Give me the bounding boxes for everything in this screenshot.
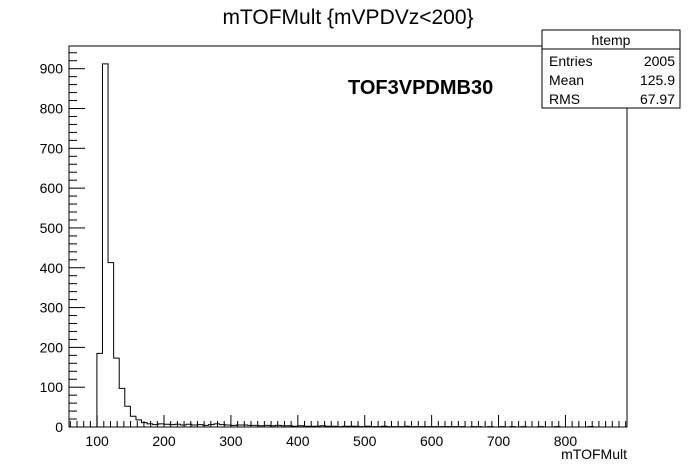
histogram-bin — [114, 358, 120, 427]
chart-title: mTOFMult {mVPDVz<200} — [222, 6, 473, 29]
axis-tick-labels: 100 200 300 400 500 600 700 800 0 100 200 300 400 500… — [40, 61, 578, 449]
histogram-outline — [69, 63, 627, 428]
histogram-bin — [102, 64, 108, 427]
stats-box: htemp Entries 2005 Mean 125.9 RMS 67.97 — [541, 29, 681, 109]
histogram-bin — [125, 406, 131, 427]
stats-mean-label: Mean — [549, 72, 584, 88]
y-tick-label: 700 — [40, 140, 64, 156]
x-tick-label: 800 — [554, 433, 578, 449]
x-tick-label: 200 — [152, 433, 176, 449]
y-tick-label: 0 — [55, 419, 63, 435]
y-tick-label: 800 — [40, 101, 64, 117]
x-tick-label: 700 — [487, 433, 511, 449]
stats-rms-label: RMS — [549, 91, 580, 107]
trigger-label: TOF3VPDMB30 — [348, 77, 493, 99]
stats-box-title: htemp — [592, 32, 631, 48]
axis-ticks — [69, 52, 627, 428]
x-tick-label: 500 — [353, 433, 377, 449]
x-tick-label: 100 — [85, 433, 109, 449]
x-axis-label: mTOFMult — [561, 446, 627, 462]
y-tick-label: 500 — [40, 220, 64, 236]
histogram-bin — [97, 353, 103, 427]
stats-entries-label: Entries — [549, 53, 593, 69]
y-tick-label: 900 — [40, 61, 64, 77]
stats-box-frame — [541, 29, 681, 109]
y-tick-label: 300 — [40, 300, 64, 316]
histogram-bin — [130, 416, 136, 427]
y-tick-label: 600 — [40, 180, 64, 196]
histogram-bin — [108, 263, 114, 427]
y-tick-label: 400 — [40, 260, 64, 276]
stats-entries-value: 2005 — [644, 53, 675, 69]
x-tick-label: 400 — [286, 433, 310, 449]
x-tick-label: 600 — [420, 433, 444, 449]
x-tick-label: 300 — [219, 433, 243, 449]
plot-frame — [68, 45, 628, 428]
stats-rms-value: 67.97 — [640, 91, 675, 107]
y-tick-label: 200 — [40, 339, 64, 355]
stats-mean-value: 125.9 — [640, 72, 675, 88]
y-tick-label: 100 — [40, 379, 64, 395]
histogram-bins — [97, 64, 594, 427]
